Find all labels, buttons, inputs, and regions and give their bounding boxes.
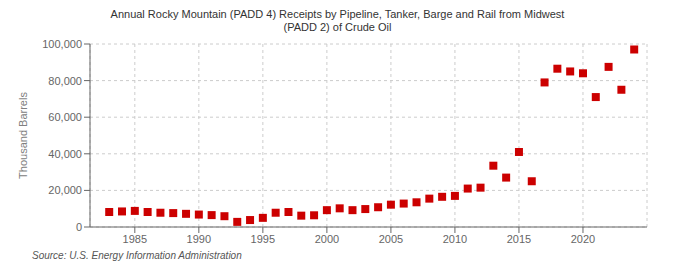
svg-text:60,000: 60,000 [48, 111, 82, 123]
svg-text:2000: 2000 [315, 233, 339, 245]
svg-text:2005: 2005 [379, 233, 403, 245]
svg-text:2020: 2020 [571, 233, 595, 245]
svg-text:1990: 1990 [187, 233, 211, 245]
svg-text:40,000: 40,000 [48, 148, 82, 160]
svg-text:20,000: 20,000 [48, 184, 82, 196]
svg-text:1995: 1995 [251, 233, 275, 245]
svg-text:80,000: 80,000 [48, 75, 82, 87]
svg-text:2015: 2015 [507, 233, 531, 245]
html-text:Source: U.S. Energy Informatio: Source: U.S. Energy Information Administ… [32, 250, 242, 261]
svg-text:2010: 2010 [443, 233, 467, 245]
svg-text:100,000: 100,000 [42, 38, 82, 50]
html-text:Annual Rocky Mountain (PADD 4): Annual Rocky Mountain (PADD 4) Receipts … [110, 8, 565, 33]
svg-text:Thousand Barrels: Thousand Barrels [17, 92, 29, 179]
svg-text:1985: 1985 [123, 233, 147, 245]
svg-text:0: 0 [76, 221, 82, 233]
